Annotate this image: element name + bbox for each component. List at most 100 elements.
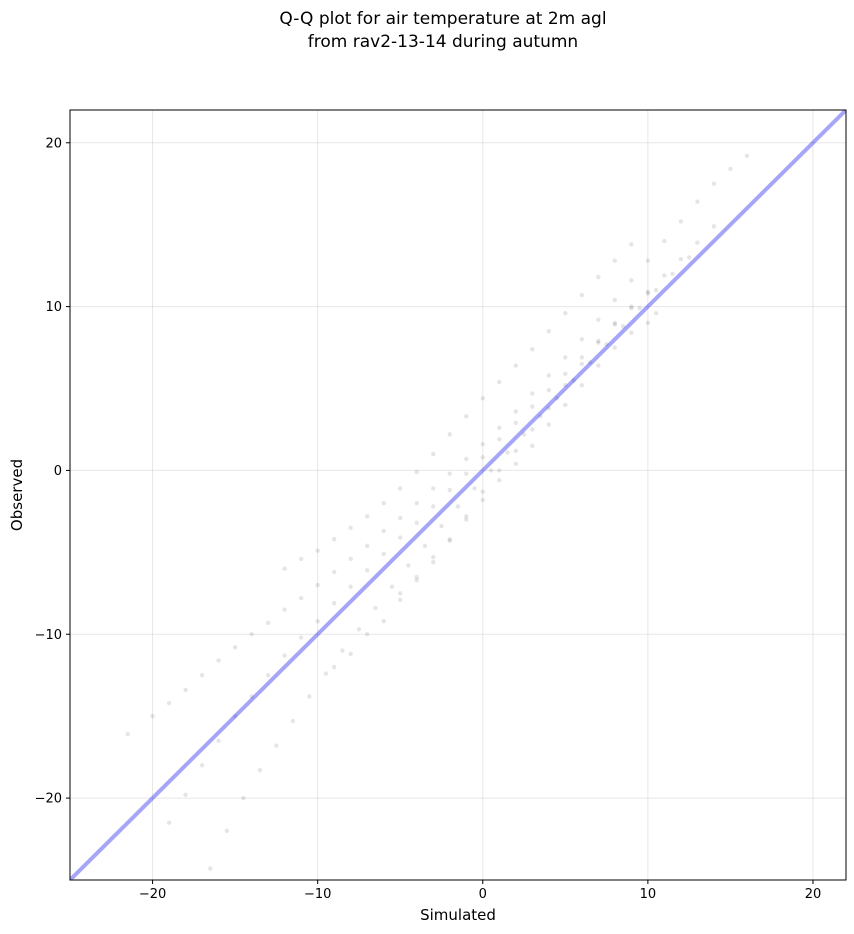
- qq-point: [604, 342, 609, 347]
- qq-point: [431, 559, 436, 565]
- qq-point: [530, 391, 535, 396]
- qq-point: [282, 607, 287, 612]
- qq-point: [546, 328, 552, 334]
- qq-point: [695, 240, 700, 245]
- qq-point: [464, 471, 469, 476]
- qq-point: [348, 584, 353, 589]
- qq-point: [224, 828, 230, 834]
- qq-point: [711, 224, 717, 229]
- qq-point: [398, 591, 403, 596]
- qq-point: [505, 450, 510, 455]
- qq-point: [513, 420, 518, 426]
- qq-point: [348, 651, 353, 657]
- qq-point: [538, 414, 543, 419]
- qq-point: [563, 383, 568, 388]
- x-tick-label: 20: [805, 887, 822, 902]
- qq-point: [563, 355, 568, 360]
- qq-point: [414, 577, 419, 583]
- qq-point: [398, 597, 403, 603]
- qq-point: [406, 563, 411, 568]
- qq-point: [381, 551, 386, 557]
- x-tick-label: 0: [479, 887, 487, 902]
- grid: [70, 110, 846, 880]
- qq-point: [414, 574, 419, 580]
- qq-point: [431, 486, 436, 491]
- qq-point: [530, 346, 535, 352]
- qq-point: [530, 404, 535, 409]
- qq-point: [546, 387, 552, 393]
- qq-point: [414, 500, 419, 506]
- qq-point: [447, 487, 452, 493]
- qq-point: [431, 555, 436, 560]
- qq-point: [629, 306, 634, 311]
- qq-point: [381, 528, 386, 534]
- qq-point: [381, 618, 386, 624]
- qq-point: [596, 274, 601, 280]
- qq-point: [232, 713, 238, 719]
- qq-point: [497, 468, 502, 473]
- qq-point: [711, 181, 717, 186]
- qq-point: [480, 489, 485, 494]
- qq-point: [488, 468, 494, 473]
- qq-point: [298, 635, 304, 640]
- qq-point: [455, 504, 461, 509]
- qq-point: [554, 396, 560, 401]
- qq-point: [166, 700, 172, 706]
- qq-point: [348, 556, 353, 562]
- qq-point: [587, 360, 593, 365]
- qq-point: [480, 442, 485, 447]
- qq-point: [530, 443, 535, 449]
- qq-point: [530, 427, 535, 432]
- qq-point: [414, 520, 419, 526]
- qq-point: [398, 486, 403, 491]
- qq-point: [563, 371, 568, 376]
- qq-point: [546, 373, 552, 378]
- qq-point: [497, 437, 502, 442]
- x-tick-label: −10: [304, 887, 331, 902]
- qq-point: [257, 768, 263, 773]
- qq-point: [364, 632, 370, 637]
- qq-point: [546, 405, 552, 411]
- qq-point: [356, 627, 362, 632]
- qq-point: [315, 618, 320, 624]
- qq-point: [521, 432, 527, 437]
- qq-point: [125, 731, 130, 737]
- qq-point: [645, 320, 651, 326]
- qq-point: [480, 455, 485, 460]
- qq-point: [331, 569, 337, 575]
- qq-point: [645, 289, 651, 295]
- qq-point: [183, 687, 188, 693]
- qq-point: [249, 694, 254, 699]
- qq-point: [166, 820, 172, 825]
- qq-point: [431, 451, 436, 457]
- qq-point: [150, 713, 155, 719]
- qq-point: [563, 310, 568, 316]
- qq-point: [497, 379, 502, 385]
- qq-point: [728, 166, 733, 172]
- qq-point: [232, 645, 238, 650]
- qq-point: [596, 340, 601, 345]
- y-axis-label: Observed: [8, 459, 26, 531]
- qq-point: [265, 620, 271, 625]
- qq-point: [497, 425, 502, 431]
- qq-point: [480, 396, 485, 401]
- qq-point: [744, 153, 750, 159]
- qq-point: [513, 409, 518, 414]
- qq-point: [563, 402, 568, 408]
- qq-point: [513, 461, 518, 467]
- qq-point: [579, 383, 585, 388]
- qq-point: [620, 324, 626, 329]
- qq-point: [298, 556, 304, 562]
- axis-ticks: −20 −10 0 10 20 −20 −10 0 10 20: [35, 136, 822, 902]
- qq-point: [579, 361, 585, 367]
- qq-point: [678, 219, 684, 224]
- x-tick-label: 10: [640, 887, 657, 902]
- qq-point: [596, 338, 601, 344]
- qq-point: [447, 471, 452, 476]
- qq-point: [216, 658, 221, 663]
- qq-point: [274, 743, 279, 748]
- qq-point: [579, 292, 585, 298]
- y-tick-label: −20: [35, 792, 62, 807]
